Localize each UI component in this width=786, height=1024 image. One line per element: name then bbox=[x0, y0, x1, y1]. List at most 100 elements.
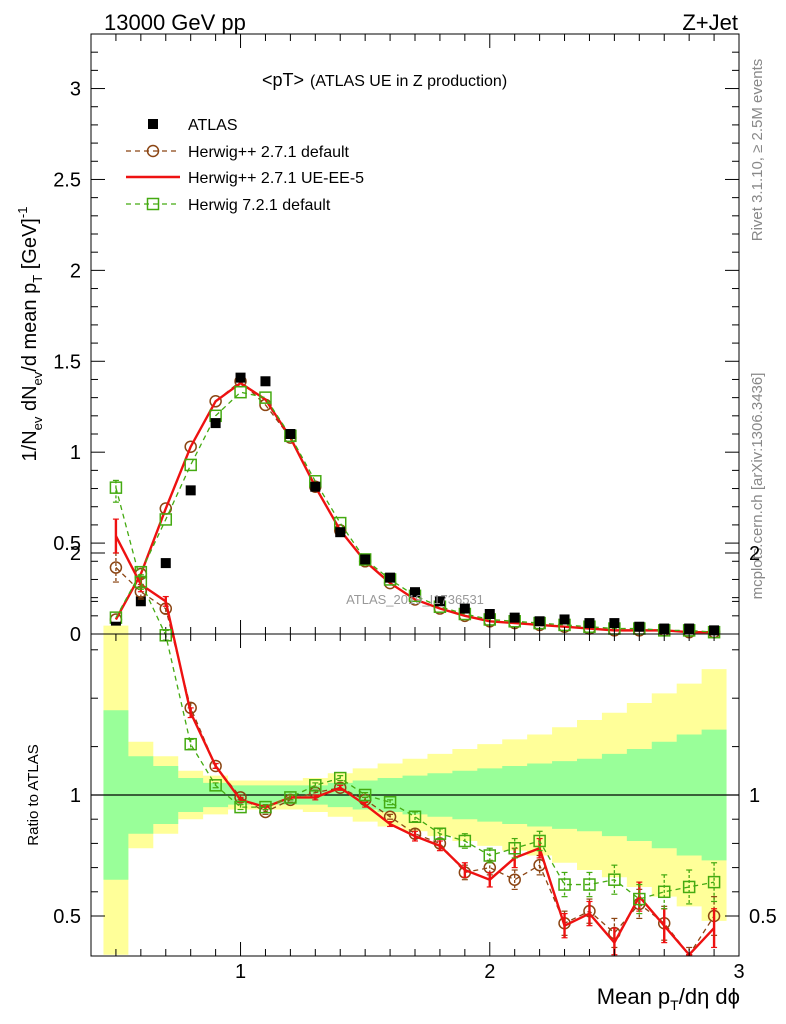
legend: ATLAS Herwig++ 2.7.1 default Herwig++ 2.7.… bbox=[126, 117, 364, 214]
atlas-data-point-12 bbox=[410, 587, 420, 598]
legend-entry-0-marker bbox=[148, 119, 158, 129]
legend-entry-2-label: Herwig++ 2.7.1 UE-EE-5 bbox=[188, 170, 364, 187]
header-left: 13000 GeV pp bbox=[104, 10, 246, 35]
main-ytick-label-6: 3 bbox=[70, 79, 81, 101]
ratio-series-2-point-19 bbox=[583, 878, 596, 891]
ratio-series-2-point-12 bbox=[408, 810, 422, 824]
atlas-data-point-13 bbox=[434, 596, 445, 607]
legend-entry-3-label: Herwig 7.2.1 default bbox=[188, 197, 331, 214]
atlas-data-point-10 bbox=[360, 554, 371, 565]
atlas-data-point-6 bbox=[260, 376, 271, 387]
watermark: ATLAS_2019_I1736531 bbox=[346, 592, 484, 607]
legend-entry-3: Herwig 7.2.1 default bbox=[126, 197, 331, 214]
main-series-3-point-2 bbox=[159, 513, 173, 526]
ratio-xtick-label-2: 3 bbox=[733, 961, 744, 983]
ratio-series-2-point-18 bbox=[558, 878, 571, 891]
ratio-series-2-point-23 bbox=[682, 880, 696, 894]
ratio-ytick-label-2: 2 bbox=[70, 543, 81, 565]
atlas-data-point-14 bbox=[459, 603, 470, 614]
atlas-data-point-1 bbox=[135, 596, 146, 607]
legend-entry-2: Herwig++ 2.7.1 UE-EE-5 bbox=[126, 170, 364, 187]
ratio-series-2-point-9 bbox=[333, 771, 347, 785]
ratio-series-2-point-6 bbox=[259, 800, 272, 814]
legend-entry-3-marker bbox=[146, 197, 160, 211]
ratio-series-2-point-14 bbox=[458, 834, 472, 848]
legend-entry-1-label: Herwig++ 2.7.1 default bbox=[188, 144, 350, 161]
main-series-1-point-4 bbox=[209, 395, 222, 408]
ratio-series-2-point-13 bbox=[433, 827, 447, 840]
atlas-data-point-4 bbox=[210, 418, 221, 429]
header-right: Z+Jet bbox=[682, 10, 738, 35]
ratio-series-0-point-0 bbox=[109, 561, 123, 574]
ratio-ytick-label-right-2: 2 bbox=[749, 543, 760, 565]
legend-entry-0: ATLAS bbox=[148, 117, 238, 134]
ratio-series-2-point-11 bbox=[383, 796, 397, 809]
x-axis-label: Mean pT/dη dϕ bbox=[597, 984, 740, 1013]
ratio-series-2-point-1 bbox=[134, 575, 148, 589]
ratio-series-0-point-9 bbox=[333, 781, 347, 794]
main-y-axis-label: 1/Nev dNev/d mean pT [GeV]-1 bbox=[15, 207, 45, 462]
atlas-data-point-16 bbox=[509, 612, 520, 623]
main-series-3-point-3 bbox=[184, 458, 197, 472]
ratio-ytick-label-right-0: 0.5 bbox=[749, 906, 777, 928]
main-ytick-label-5: 2.5 bbox=[53, 169, 81, 191]
ratio-series-2-point-15 bbox=[483, 849, 497, 862]
main-ytick-label-3: 1.5 bbox=[53, 351, 81, 373]
ratio-series-2-point-10 bbox=[358, 788, 372, 802]
ratio-x-axis: 1 2 3 bbox=[115, 634, 745, 983]
ratio-series-2-point-4 bbox=[209, 779, 222, 792]
main-ytick-label-0: 0 bbox=[70, 624, 81, 646]
main-series-3-point-6 bbox=[259, 391, 272, 404]
atlas-data-point-2 bbox=[160, 558, 171, 569]
ratio-y-axis-label: Ratio to ATLAS bbox=[25, 744, 42, 845]
ratio-ytick-label-1: 1 bbox=[70, 785, 81, 807]
ratio-series-2 bbox=[109, 479, 721, 915]
main-ytick-label-2: 1 bbox=[70, 442, 81, 464]
ratio-series-0-point-5 bbox=[234, 791, 247, 804]
main-y-axis: 0 0.5 1 1.5 2 2.5 3 bbox=[53, 51, 739, 646]
atlas-data-point-15 bbox=[484, 609, 495, 619]
ratio-y-axis: 0.5 0.5 1 1 2 2 bbox=[53, 543, 777, 928]
atlas-data-point-7 bbox=[285, 429, 296, 439]
main-ytick-label-4: 2 bbox=[70, 260, 81, 282]
ratio-series-2-point-16 bbox=[508, 841, 521, 855]
ratio-series-2-point-5 bbox=[234, 800, 247, 814]
main-series-3-point-5 bbox=[234, 385, 247, 399]
ratio-ytick-label-right-1: 1 bbox=[749, 785, 760, 807]
ratio-plot-content bbox=[91, 479, 739, 957]
atlas-data-point-18 bbox=[559, 614, 570, 625]
ratio-series-2-point-17 bbox=[533, 834, 546, 848]
main-y-axis-label-text: 1/Nev dNev/d mean pT [GeV]-1 bbox=[15, 207, 45, 462]
legend-entry-0-label: ATLAS bbox=[188, 117, 238, 134]
plot-title-main: <pT> bbox=[262, 70, 304, 90]
atlas-data-point-9 bbox=[335, 527, 346, 538]
main-plot-panel: 0 0.5 1 1.5 2 2.5 3 <pT> (ATLAS UE in Z product… bbox=[15, 33, 740, 646]
ratio-series-2-point-20 bbox=[608, 873, 621, 886]
plot-title: <pT> (ATLAS UE in Z production) bbox=[262, 70, 507, 90]
ratio-series-2-point-21 bbox=[633, 892, 646, 906]
ratio-series-0-point-4 bbox=[209, 759, 222, 773]
legend-entry-1-marker bbox=[146, 144, 160, 158]
ratio-series-2-point-7 bbox=[284, 791, 297, 804]
side-rivet: Rivet 3.1.10, ≥ 2.5M events bbox=[749, 59, 766, 242]
atlas-data-point-19 bbox=[584, 618, 595, 629]
atlas-data-point-21 bbox=[634, 621, 645, 632]
main-ytick-label-1: 0.5 bbox=[53, 533, 81, 555]
ratio-xtick-label-0: 1 bbox=[235, 961, 246, 983]
atlas-data-point-11 bbox=[385, 572, 396, 583]
ratio-series-0-point-16 bbox=[508, 873, 521, 886]
ratio-series-2-point-3 bbox=[184, 737, 197, 751]
legend-entry-1: Herwig++ 2.7.1 default bbox=[126, 144, 350, 161]
ratio-series-2-point-0 bbox=[109, 481, 123, 494]
main-x-axis bbox=[115, 34, 715, 634]
ratio-plot-panel: 0.5 0.5 1 1 2 2 1 2 3 Ratio to ATLAS Mean pT/dη… bbox=[25, 479, 777, 1013]
ratio-series-2-point-24 bbox=[707, 875, 721, 889]
ratio-ytick-label-0: 0.5 bbox=[53, 906, 81, 928]
atlas-data-point-3 bbox=[185, 485, 196, 496]
ratio-series-2-point-22 bbox=[657, 885, 671, 899]
side-mcplots: mcplots.cern.ch [arXiv:1306.3436] bbox=[749, 373, 766, 600]
atlas-data-point-20 bbox=[609, 618, 620, 629]
atlas-data-point-8 bbox=[310, 481, 321, 492]
atlas-data-point-17 bbox=[534, 616, 545, 627]
